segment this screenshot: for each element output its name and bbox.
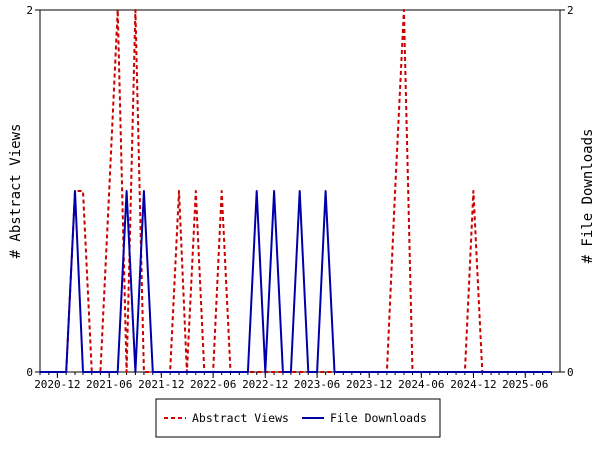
x-tick-label: 2023-06 bbox=[294, 378, 340, 391]
legend-label-abstract-views: Abstract Views bbox=[192, 411, 289, 425]
y-axis-title-right: # File Downloads bbox=[580, 129, 596, 264]
x-tick-label: 2021-06 bbox=[86, 378, 132, 391]
legend-box bbox=[155, 398, 441, 438]
legend-label-file-downloads: File Downloads bbox=[330, 411, 427, 425]
x-tick-label: 2024-06 bbox=[398, 378, 444, 391]
y-axis-title-left: # Abstract Views bbox=[8, 124, 24, 259]
x-tick-label: 2025-06 bbox=[502, 378, 548, 391]
x-tick-label: 2024-12 bbox=[450, 378, 496, 391]
y-right-tick-label: 2 bbox=[567, 4, 574, 17]
x-tick-label: 2023-12 bbox=[346, 378, 392, 391]
x-tick-label: 2022-06 bbox=[190, 378, 236, 391]
x-axis: 2020-12 2021-06 2021-12 2022-06 2022-12 2023-… bbox=[34, 372, 552, 391]
series-line-abstract-views bbox=[40, 9, 552, 373]
y-axes: 0 0 2 2 bbox=[26, 4, 573, 379]
y-right-tick-label: 0 bbox=[567, 366, 574, 379]
series-layer bbox=[40, 9, 552, 373]
y-left-tick-label: 2 bbox=[26, 4, 33, 17]
legend: Abstract Views File Downloads bbox=[155, 398, 441, 438]
series-line-file-downloads bbox=[40, 190, 552, 373]
y-left-tick-label: 0 bbox=[26, 366, 33, 379]
x-tick-label: 2022-12 bbox=[242, 378, 288, 391]
x-tick-label: 2020-12 bbox=[34, 378, 80, 391]
x-tick-label: 2021-12 bbox=[138, 378, 184, 391]
